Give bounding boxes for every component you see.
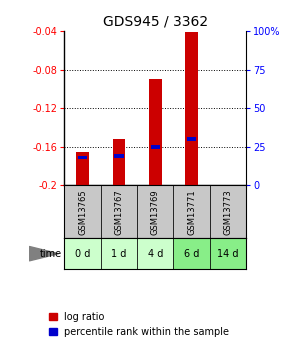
Text: 6 d: 6 d	[184, 249, 199, 259]
Text: 4 d: 4 d	[148, 249, 163, 259]
Bar	[137, 185, 173, 238]
Bar	[149, 79, 162, 185]
Legend: log ratio, percentile rank within the sample: log ratio, percentile rank within the sa…	[49, 312, 229, 337]
Bar	[187, 137, 196, 141]
Bar	[64, 238, 101, 269]
Bar	[76, 151, 89, 185]
Bar	[185, 32, 198, 185]
Bar	[210, 238, 246, 269]
Text: 14 d: 14 d	[217, 249, 239, 259]
Text: GSM13769: GSM13769	[151, 189, 160, 235]
Text: 1 d: 1 d	[111, 249, 127, 259]
Text: GSM13765: GSM13765	[78, 189, 87, 235]
Text: 0 d: 0 d	[75, 249, 90, 259]
Text: GSM13773: GSM13773	[224, 189, 232, 235]
Title: GDS945 / 3362: GDS945 / 3362	[103, 14, 208, 29]
Text: GSM13767: GSM13767	[115, 189, 123, 235]
Bar	[78, 156, 87, 159]
Bar	[137, 238, 173, 269]
Bar	[173, 238, 210, 269]
Bar	[173, 185, 210, 238]
Bar	[101, 185, 137, 238]
Bar	[114, 154, 124, 158]
Bar	[113, 139, 125, 185]
Bar	[151, 145, 160, 149]
Polygon shape	[29, 246, 59, 261]
Bar	[210, 185, 246, 238]
Text: time: time	[39, 249, 62, 259]
Bar	[64, 185, 101, 238]
Bar	[101, 238, 137, 269]
Text: GSM13771: GSM13771	[187, 189, 196, 235]
